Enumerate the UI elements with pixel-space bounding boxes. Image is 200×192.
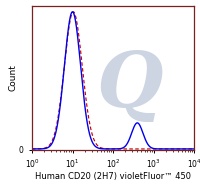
X-axis label: Human CD20 (2H7) violetFluor™ 450: Human CD20 (2H7) violetFluor™ 450: [35, 172, 191, 181]
Text: Q: Q: [96, 49, 162, 123]
Y-axis label: Count: Count: [8, 64, 17, 91]
